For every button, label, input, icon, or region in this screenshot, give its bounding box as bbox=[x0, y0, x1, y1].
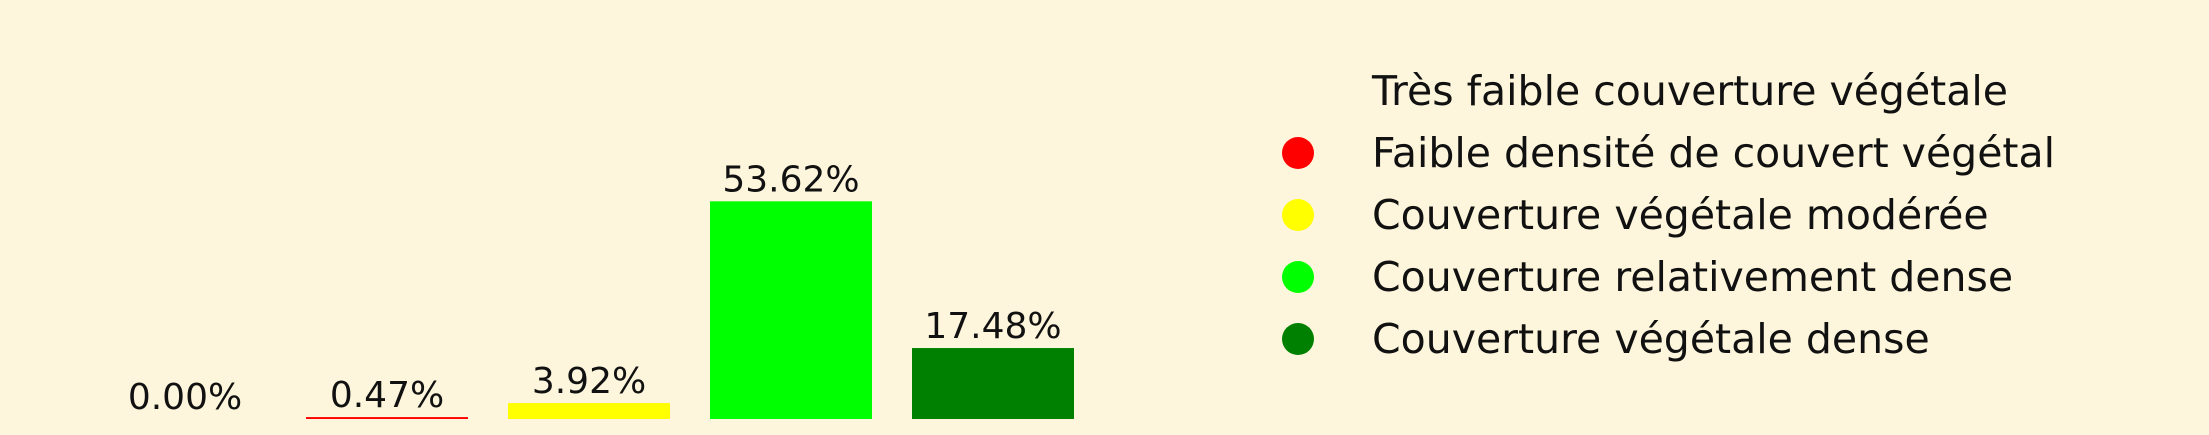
bars-group: 0.00% 0.47% 3.92% 53.62% 17.48% bbox=[128, 159, 1074, 419]
bar-4 bbox=[710, 201, 872, 419]
bar-3 bbox=[508, 403, 670, 419]
bar-2 bbox=[306, 417, 468, 419]
bar-value-label-5: 17.48% bbox=[924, 306, 1061, 347]
legend-label-4: Couverture relativement dense bbox=[1372, 253, 2013, 301]
bar-value-label-2: 0.47% bbox=[330, 375, 444, 416]
bar-value-label-1: 0.00% bbox=[128, 377, 242, 418]
legend-marker-5 bbox=[1282, 323, 1314, 355]
legend-marker-1 bbox=[1282, 75, 1314, 107]
legend-label-2: Faible densité de couvert végétal bbox=[1372, 129, 2055, 177]
bar-value-label-4: 53.62% bbox=[722, 159, 859, 200]
legend-label-5: Couverture végétale dense bbox=[1372, 315, 1930, 363]
bar-value-label-3: 3.92% bbox=[532, 361, 646, 402]
bar-5 bbox=[912, 348, 1074, 419]
legend: Très faible couverture végétale Faible de… bbox=[1282, 67, 2055, 363]
legend-marker-3 bbox=[1282, 199, 1314, 231]
legend-label-1: Très faible couverture végétale bbox=[1371, 67, 2008, 115]
legend-label-3: Couverture végétale modérée bbox=[1372, 191, 1989, 239]
legend-marker-4 bbox=[1282, 261, 1314, 293]
legend-marker-2 bbox=[1282, 137, 1314, 169]
